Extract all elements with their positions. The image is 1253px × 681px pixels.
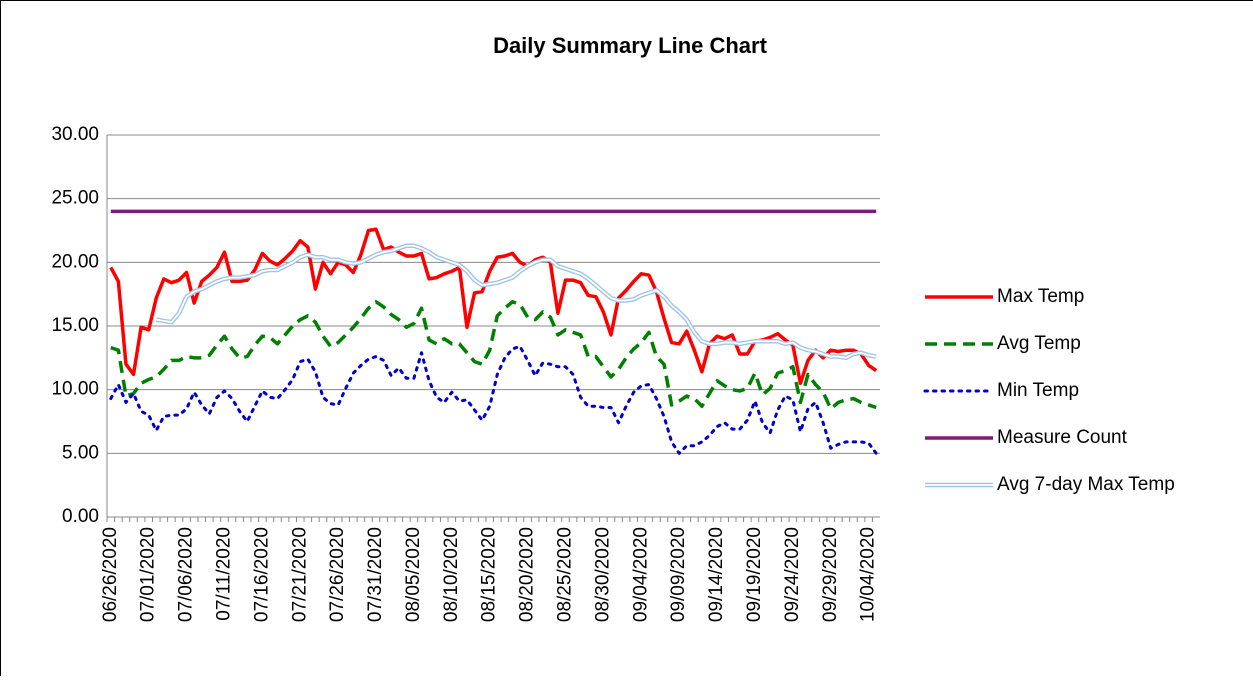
x-tick-label: 10/04/2020 [858, 527, 879, 622]
x-tick-label: 09/19/2020 [744, 527, 765, 622]
line [110, 300, 877, 411]
x-tick-label: 07/06/2020 [176, 527, 197, 622]
x-tick-label: 08/15/2020 [479, 527, 500, 622]
x-tick-label: 08/10/2020 [441, 527, 462, 622]
x-tick-label: 08/30/2020 [592, 527, 613, 622]
line-inner [156, 244, 877, 359]
x-tick-label: 09/29/2020 [820, 527, 841, 622]
x-tick-label: 09/14/2020 [706, 527, 727, 622]
x-tick-label: 09/24/2020 [782, 527, 803, 622]
line [109, 344, 878, 455]
legend-label: Max Temp [997, 286, 1084, 307]
x-tick-label: 06/26/2020 [100, 527, 121, 622]
x-tick-label: 07/31/2020 [365, 527, 386, 622]
legend-label: Min Temp [997, 380, 1079, 401]
x-tick-label: 07/11/2020 [213, 527, 234, 621]
y-tick-label: 15.00 [51, 315, 99, 336]
legend-label: Measure Count [997, 427, 1128, 448]
x-tick-label: 08/25/2020 [555, 527, 576, 622]
legend-label: Avg 7-day Max Temp [997, 474, 1175, 495]
y-tick-label: 0.00 [62, 506, 99, 527]
x-tick-label: 08/05/2020 [403, 527, 424, 622]
x-tick-label: 09/04/2020 [630, 527, 651, 622]
y-tick-label: 25.00 [51, 188, 99, 209]
y-tick-label: 30.00 [51, 124, 99, 145]
x-tick-label: 07/21/2020 [289, 527, 310, 622]
x-tick-label: 07/26/2020 [327, 527, 348, 622]
legend-label: Avg Temp [997, 333, 1081, 354]
line [109, 227, 878, 386]
y-tick-label: 20.00 [51, 251, 99, 272]
chart-title: Daily Summary Line Chart [493, 33, 768, 58]
x-tick-label: 08/20/2020 [517, 527, 538, 622]
x-tick-label: 07/01/2020 [138, 527, 159, 622]
x-tick-label: 09/09/2020 [668, 527, 689, 622]
y-tick-label: 10.00 [51, 379, 99, 400]
y-tick-label: 5.00 [62, 442, 99, 463]
x-tick-label: 07/16/2020 [251, 527, 272, 622]
